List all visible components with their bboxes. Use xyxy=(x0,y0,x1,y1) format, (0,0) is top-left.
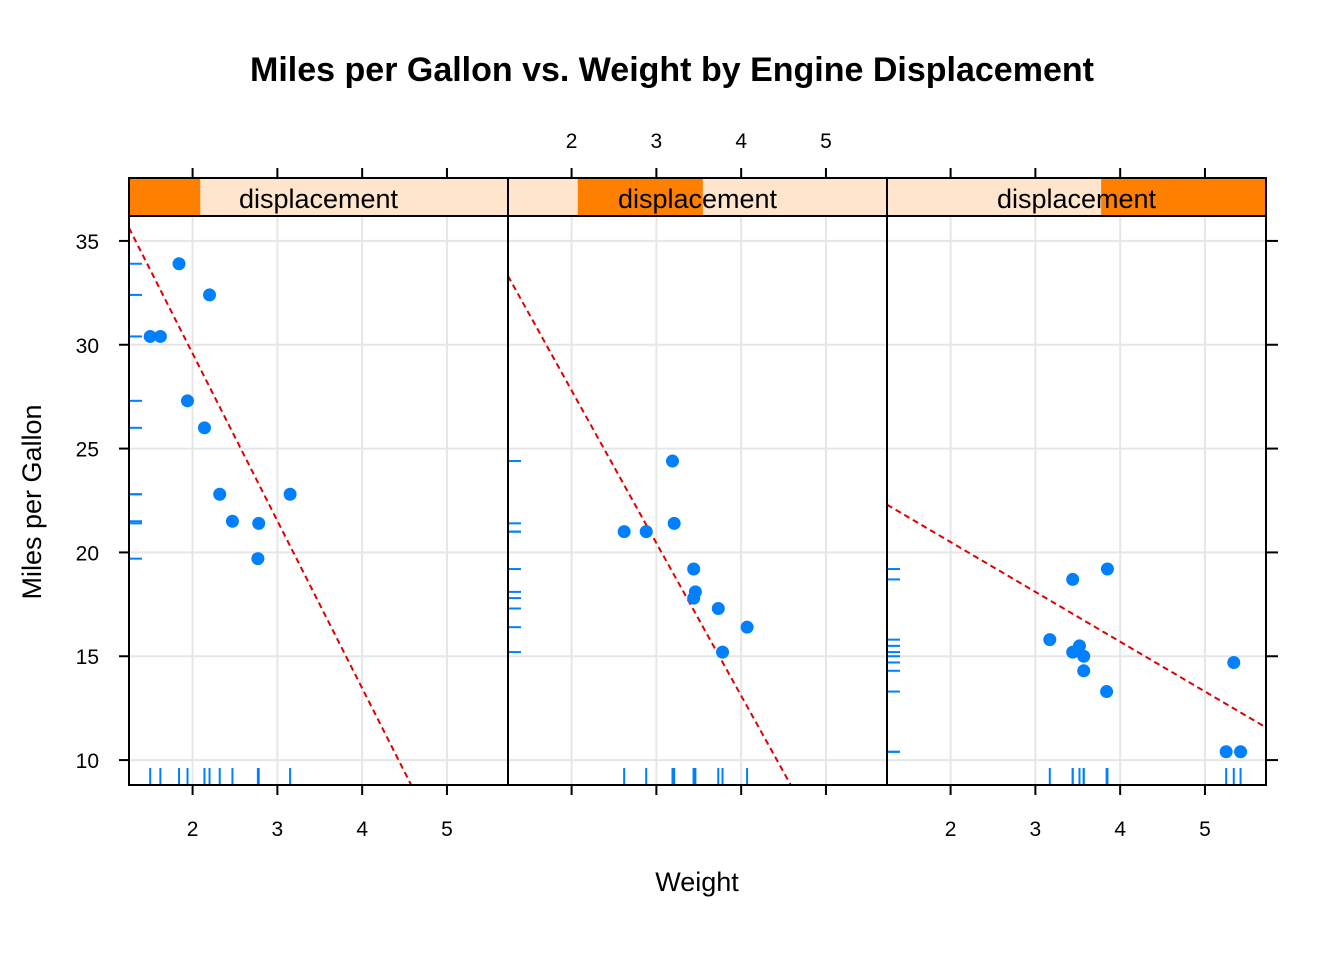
data-point xyxy=(1077,649,1091,663)
data-point xyxy=(716,645,730,659)
panel-1: displacement 2 3 4 5 xyxy=(128,168,509,841)
y-axis-label: Miles per Gallon xyxy=(17,404,47,599)
data-point xyxy=(251,552,265,566)
data-point xyxy=(1234,745,1248,759)
x-tick-label-top: 5 xyxy=(820,130,832,153)
data-point xyxy=(617,525,631,539)
y-tick-label: 35 xyxy=(76,231,99,254)
data-point xyxy=(711,601,725,615)
strip-label: displacement xyxy=(997,184,1157,214)
data-point xyxy=(1043,633,1057,647)
data-point xyxy=(197,421,211,435)
data-point xyxy=(153,329,167,343)
panel-frame xyxy=(128,215,509,786)
x-tick-label-bottom: 2 xyxy=(187,818,199,841)
x-tick-label-bottom: 3 xyxy=(272,818,284,841)
data-point xyxy=(1219,745,1233,759)
data-point xyxy=(639,525,653,539)
chart-title: Miles per Gallon vs. Weight by Engine Di… xyxy=(250,51,1094,89)
panel-3: displacement 2 3 4 5 xyxy=(886,168,1267,841)
x-tick-label-top: 2 xyxy=(566,130,578,153)
y-tick-label: 15 xyxy=(76,646,99,669)
y-axis: 10 15 20 25 30 35 xyxy=(76,231,1278,773)
data-point xyxy=(687,562,701,576)
x-axis-label: Weight xyxy=(655,867,739,897)
data-point xyxy=(225,514,239,528)
y-tick-label: 10 xyxy=(76,750,99,773)
data-point xyxy=(1227,655,1241,669)
regression-line xyxy=(508,275,792,785)
strip-level-indicator xyxy=(1101,178,1266,216)
data-point xyxy=(203,288,217,302)
data-point xyxy=(172,257,186,271)
strip-frame xyxy=(886,177,1267,217)
data-point xyxy=(667,516,681,530)
data-point xyxy=(143,329,157,343)
x-tick-label-bottom: 5 xyxy=(441,818,453,841)
y-tick-label: 30 xyxy=(76,335,99,358)
y-tick-label: 20 xyxy=(76,542,99,565)
regression-line xyxy=(887,503,1266,729)
regression-line xyxy=(129,227,413,785)
x-tick-label-bottom: 4 xyxy=(356,818,368,841)
panel-frame xyxy=(507,215,888,786)
data-point xyxy=(665,454,679,468)
data-point xyxy=(740,620,754,634)
x-tick-label-top: 4 xyxy=(735,130,747,153)
data-point xyxy=(181,394,195,408)
strip-level-indicator xyxy=(577,178,703,216)
panel-frame xyxy=(886,215,1267,786)
data-point xyxy=(1066,572,1080,586)
data-point xyxy=(252,516,266,530)
x-tick-label-top: 3 xyxy=(651,130,663,153)
strip-label: displacement xyxy=(618,184,778,214)
data-point xyxy=(1100,562,1114,576)
data-point xyxy=(1077,664,1091,678)
strip-level-indicator xyxy=(129,178,201,216)
data-point xyxy=(1100,685,1114,699)
x-tick-label-bottom: 5 xyxy=(1199,818,1211,841)
data-point xyxy=(283,487,297,501)
data-point xyxy=(213,487,227,501)
x-tick-label-bottom: 4 xyxy=(1114,818,1126,841)
data-point xyxy=(687,591,701,605)
data-point xyxy=(1066,645,1080,659)
panel-2: displacement 2 3 4 5 xyxy=(507,130,888,795)
x-tick-label-bottom: 3 xyxy=(1030,818,1042,841)
y-tick-label: 25 xyxy=(76,439,99,462)
strip-label: displacement xyxy=(239,184,399,214)
x-tick-label-bottom: 2 xyxy=(945,818,957,841)
